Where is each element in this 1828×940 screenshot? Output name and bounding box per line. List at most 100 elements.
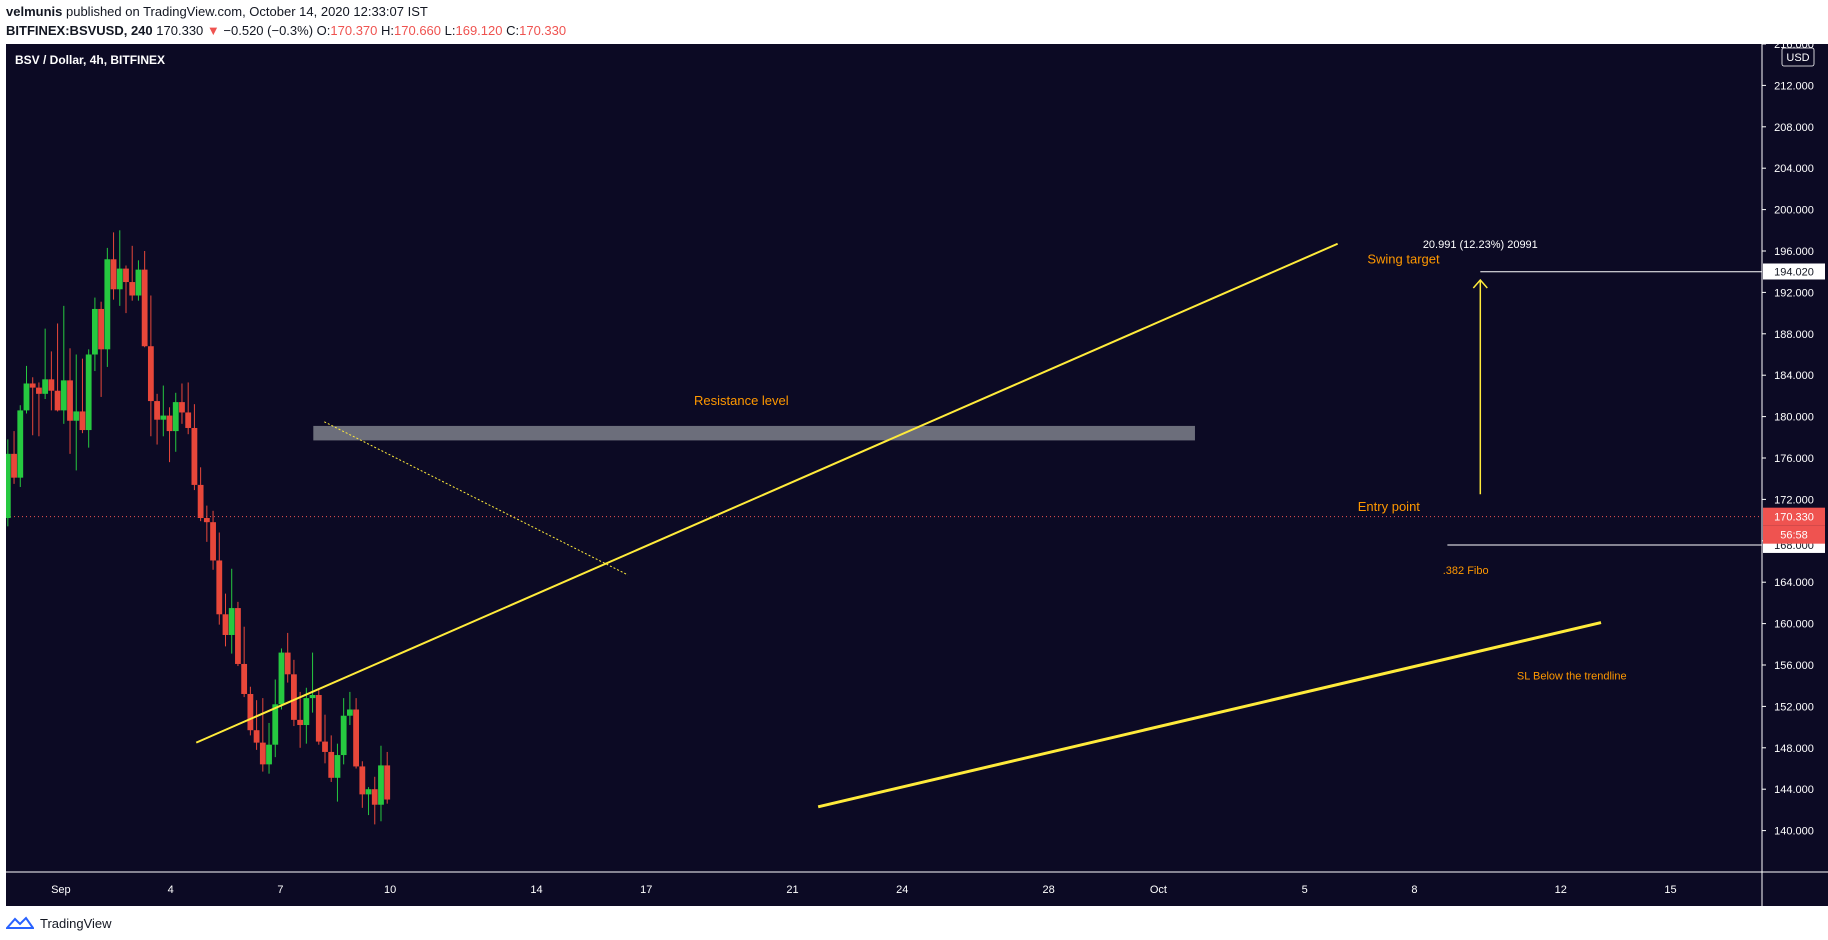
price-tick-label: 160.000 — [1774, 619, 1814, 631]
candle-body — [104, 259, 111, 350]
candle-body — [91, 308, 98, 355]
low-value: 169.120 — [455, 23, 503, 38]
candle-body — [160, 415, 167, 420]
change-down-icon: ▼ — [206, 23, 220, 38]
candle-body — [371, 789, 378, 805]
open-value: 170.370 — [330, 23, 378, 38]
measure-arrow-head-icon — [1472, 278, 1488, 289]
last-price-badge — [1763, 507, 1825, 526]
support-trendline — [817, 621, 1602, 809]
price-tick-label: 172.000 — [1774, 494, 1814, 506]
chart-header: velmunis published on TradingView.com, O… — [6, 2, 1822, 42]
candle-body — [67, 380, 73, 421]
change-text: −0.520 (−0.3%) — [223, 23, 314, 38]
candle-body — [116, 268, 123, 290]
price-axis[interactable] — [1762, 44, 1828, 906]
chart-title: BSV / Dollar, 4h, BITFINEX — [15, 53, 165, 67]
time-tick-label: 15 — [1664, 884, 1676, 896]
candle-body — [54, 390, 61, 411]
candle-body — [147, 346, 154, 402]
published-text: published on TradingView.com, October 14… — [65, 4, 428, 19]
time-tick-label: 4 — [168, 884, 174, 896]
countdown-label: 56:58 — [1780, 530, 1808, 542]
price-tick-label: 188.000 — [1774, 329, 1814, 341]
candle-body — [247, 693, 254, 731]
price-tick-label: 184.000 — [1774, 370, 1814, 382]
candle-body — [365, 789, 372, 795]
candle-body — [266, 744, 272, 765]
brand-name: TradingView — [40, 915, 112, 931]
candle-body — [241, 663, 248, 694]
candle-body — [98, 308, 105, 350]
time-tick-label: 24 — [896, 884, 908, 896]
candle-body — [11, 453, 17, 478]
author-name[interactable]: velmunis — [6, 4, 63, 19]
time-tick-label: 21 — [786, 884, 798, 896]
candle-body — [42, 379, 49, 394]
candle-body — [315, 695, 322, 742]
price-tick-label: 212.000 — [1774, 80, 1814, 92]
time-axis[interactable] — [6, 872, 1762, 906]
time-tick-label: 14 — [530, 884, 542, 896]
currency-box[interactable] — [1781, 47, 1815, 67]
tradingview-logo-icon — [6, 916, 34, 929]
countdown-badge — [1763, 525, 1825, 544]
time-tick-label: 8 — [1411, 884, 1417, 896]
ascending-trendline — [195, 242, 1339, 744]
candle-body — [259, 742, 266, 765]
high-label: H: — [381, 23, 395, 38]
candle-body — [309, 695, 316, 699]
price-tick-label: 192.000 — [1774, 287, 1814, 299]
chart-area[interactable]: Resistance level Swing target 20.991 (12.2… — [6, 44, 1828, 906]
price-tick-label: 152.000 — [1774, 701, 1814, 713]
price-tick-label: 208.000 — [1774, 122, 1814, 134]
fibo-label: .382 Fibo — [1443, 565, 1489, 577]
candle-body — [135, 269, 142, 296]
candle-body — [384, 765, 391, 800]
candle-body — [228, 608, 235, 635]
close-value: 170.330 — [519, 23, 567, 38]
open-label: O: — [316, 23, 331, 38]
candle-body — [172, 402, 179, 432]
candle-body — [129, 282, 136, 296]
measure-label: 20.991 (12.23%) 20991 — [1423, 239, 1538, 251]
publish-line: velmunis published on TradingView.com, O… — [6, 2, 1822, 22]
candle-body — [73, 411, 80, 421]
candle-body — [110, 259, 117, 290]
price-tick-label: 164.000 — [1774, 577, 1814, 589]
time-tick-label: 12 — [1555, 884, 1567, 896]
candle-body — [359, 766, 366, 795]
price-axis-labels: 216.000 212.000 208.000 204.000 200.000 196.0… — [1762, 44, 1825, 838]
resistance-label: Resistance level — [694, 393, 789, 408]
resistance-band — [313, 425, 1195, 441]
candle-body — [60, 380, 67, 411]
candle-body — [222, 614, 229, 635]
high-value: 170.660 — [394, 23, 442, 38]
candle-body — [166, 415, 173, 432]
candle-body — [284, 652, 291, 675]
price-tick-label: 144.000 — [1774, 784, 1814, 796]
candle-body — [278, 652, 285, 705]
candle-body — [141, 269, 148, 347]
candle-body — [123, 268, 129, 283]
candle-body — [17, 410, 24, 478]
candle-body — [378, 765, 384, 805]
candle-body — [353, 709, 360, 767]
candle-body — [322, 741, 328, 752]
candle-body — [185, 412, 192, 428]
target-price-label: 194.020 — [1774, 266, 1814, 278]
candle-body — [253, 730, 260, 743]
candle-body — [272, 704, 279, 745]
time-tick-label: 7 — [277, 884, 283, 896]
time-tick-label: 5 — [1302, 884, 1308, 896]
candle-body — [48, 379, 55, 391]
candle-body — [79, 411, 86, 431]
annotations-back — [6, 425, 1762, 518]
price-tick-label: 180.000 — [1774, 412, 1814, 424]
candle-body — [191, 427, 198, 485]
candle-body — [340, 715, 347, 756]
time-tick-label: Oct — [1150, 884, 1167, 896]
close-label: C: — [506, 23, 520, 38]
